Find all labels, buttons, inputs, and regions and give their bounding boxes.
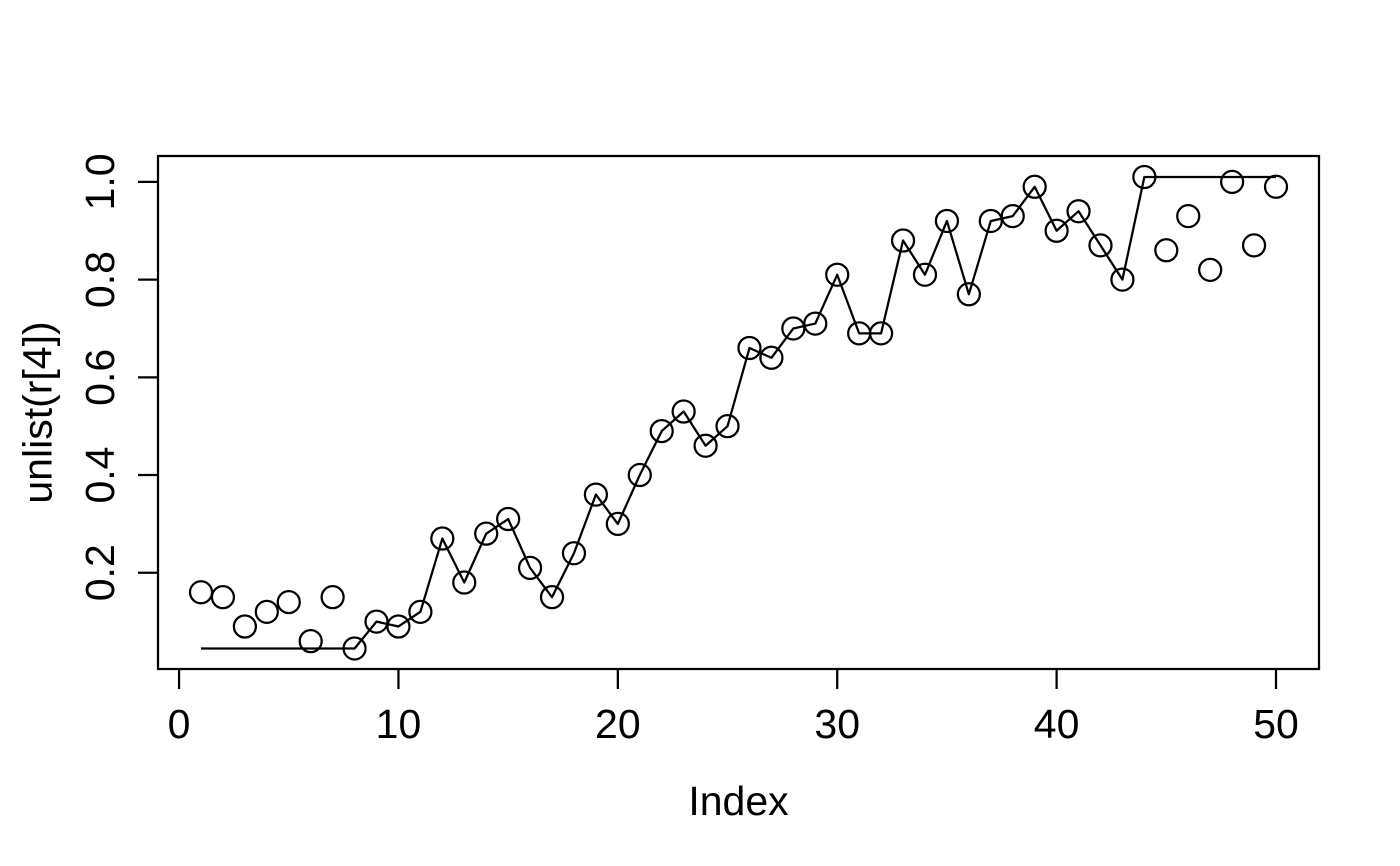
data-point [452,570,477,595]
data-point [1198,257,1223,282]
data-point [276,589,301,615]
data-point [474,521,499,546]
x-tick-label: 50 [1253,701,1299,747]
data-point [934,208,960,234]
data-point [803,311,828,336]
x-tick-label: 30 [814,701,860,747]
data-point [539,585,565,610]
data-point [605,511,630,537]
data-point [232,614,258,639]
data-point [693,433,718,458]
x-tick-label: 0 [168,701,191,747]
data-point [1263,174,1289,199]
data-point [890,228,916,253]
x-tick-label: 40 [1034,701,1080,747]
data-point [956,282,981,307]
y-tick-label: 0.8 [77,251,123,308]
y-tick-label: 0.2 [77,544,123,601]
data-point [671,399,696,424]
data-point [868,321,894,346]
y-tick-label: 0.4 [77,447,123,504]
data-point [210,585,236,610]
data-point [715,414,740,439]
data-point [430,526,455,551]
data-point [1000,203,1025,229]
data-point [912,262,938,287]
data-line [201,175,1276,650]
data-point [1176,203,1201,229]
plot-border [156,154,1321,671]
data-point [517,555,543,580]
data-point [1022,174,1047,199]
data-point [298,629,323,654]
data-point [561,541,587,566]
x-axis-title: Index [688,778,789,824]
data-point [188,580,214,605]
data-point [737,335,762,361]
data-point [254,599,279,624]
data-point [1088,233,1113,258]
data-point [1066,199,1091,224]
data-point [627,462,652,488]
data-point [1241,233,1267,258]
x-tick-label: 10 [376,701,422,747]
x-tick-label: 20 [595,701,641,747]
data-point [342,636,367,661]
data-point [496,506,521,532]
data-point [825,262,850,287]
data-point [1110,267,1135,292]
data-point [583,482,609,507]
data-point [386,614,411,639]
data-point [408,599,433,624]
data-point [1154,238,1179,263]
data-point [1132,164,1157,190]
data-point [320,585,345,610]
data-point [649,418,674,444]
y-tick-label: 1.0 [77,153,123,210]
data-point [1219,169,1245,195]
y-tick-label: 0.6 [77,349,123,406]
data-point [759,345,784,370]
data-point [1044,218,1069,243]
